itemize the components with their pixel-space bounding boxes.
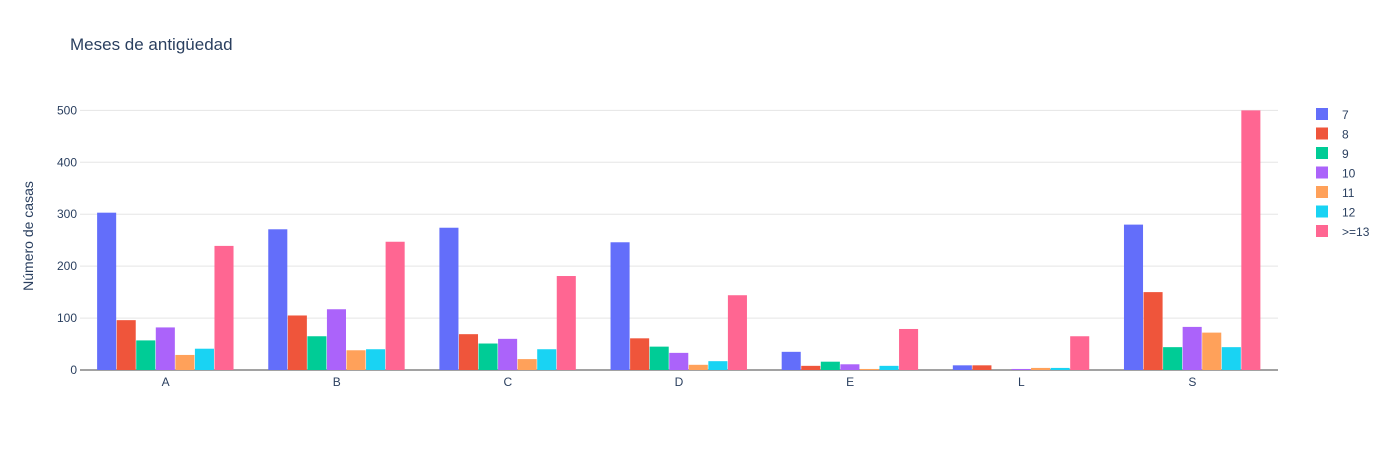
bar-C-8[interactable] bbox=[458, 334, 479, 370]
bar-C-7[interactable] bbox=[439, 227, 459, 370]
legend-swatch bbox=[1316, 166, 1328, 179]
y-tick-label: 300 bbox=[57, 207, 77, 221]
chart-title: Meses de antigüedad bbox=[70, 35, 233, 54]
legend-label: 11 bbox=[1342, 186, 1355, 200]
bar-E-11[interactable] bbox=[859, 368, 879, 370]
legend-label: 8 bbox=[1342, 128, 1349, 142]
bar-D-10[interactable] bbox=[669, 352, 689, 370]
y-tick-label: 0 bbox=[70, 363, 77, 377]
legend-item[interactable]: 11 bbox=[1316, 186, 1355, 200]
gridlines bbox=[80, 109, 1278, 371]
bar-B-8[interactable] bbox=[287, 315, 307, 370]
x-tick-label: S bbox=[1188, 375, 1196, 389]
legend-item[interactable]: 7 bbox=[1316, 108, 1349, 122]
y-tick-label: 500 bbox=[57, 103, 77, 117]
bar-L-gege13[interactable] bbox=[1070, 336, 1090, 370]
legend-swatch bbox=[1316, 205, 1328, 218]
bar-S-8[interactable] bbox=[1143, 292, 1163, 370]
bar-C-10[interactable] bbox=[498, 338, 518, 370]
y-tick-label: 200 bbox=[57, 259, 77, 273]
legend-label: 7 bbox=[1342, 108, 1349, 122]
bar-S-7[interactable] bbox=[1123, 224, 1144, 370]
legend-item[interactable]: >=13 bbox=[1316, 225, 1370, 239]
x-tick-label: E bbox=[846, 375, 854, 389]
bar-L-10[interactable] bbox=[1011, 368, 1031, 370]
bar-S-gege13[interactable] bbox=[1241, 110, 1261, 370]
bar-D-11[interactable] bbox=[688, 364, 708, 370]
bar-S-10[interactable] bbox=[1182, 326, 1202, 370]
x-tick-label: D bbox=[675, 375, 684, 389]
bar-B-12[interactable] bbox=[366, 349, 386, 370]
legend-swatch bbox=[1316, 127, 1328, 140]
bar-E-8[interactable] bbox=[801, 365, 821, 370]
bar-A-8[interactable] bbox=[116, 320, 136, 370]
bar-B-gege13[interactable] bbox=[385, 241, 405, 370]
bar-A-12[interactable] bbox=[194, 348, 214, 370]
bar-C-gege13[interactable] bbox=[556, 276, 576, 370]
legend-label: 10 bbox=[1342, 167, 1356, 181]
x-tick-label: B bbox=[333, 375, 341, 389]
bar-E-7[interactable] bbox=[781, 351, 801, 370]
bar-B-7[interactable] bbox=[268, 229, 288, 370]
y-tick-label: 400 bbox=[57, 155, 77, 169]
x-tick-label: A bbox=[162, 375, 170, 389]
legend-item[interactable]: 9 bbox=[1316, 147, 1349, 161]
bar-B-10[interactable] bbox=[326, 309, 346, 370]
bar-C-12[interactable] bbox=[537, 349, 557, 370]
legend-label: 9 bbox=[1342, 147, 1349, 161]
bar-A-gege13[interactable] bbox=[214, 245, 234, 370]
y-axis-title: Número de casas bbox=[20, 181, 36, 291]
bar-S-9[interactable] bbox=[1163, 347, 1183, 370]
bar-D-gege13[interactable] bbox=[727, 295, 747, 370]
bar-D-9[interactable] bbox=[649, 346, 669, 370]
bars bbox=[97, 110, 1261, 370]
y-tick-label: 100 bbox=[57, 311, 77, 325]
y-axis-ticks: 0 100 200 300 400 500 bbox=[57, 103, 77, 377]
bar-B-11[interactable] bbox=[346, 350, 366, 370]
x-tick-label: C bbox=[504, 375, 513, 389]
legend-swatch bbox=[1316, 225, 1328, 237]
bar-A-10[interactable] bbox=[155, 327, 175, 370]
legend-swatch bbox=[1316, 147, 1328, 159]
bar-L-7[interactable] bbox=[952, 365, 972, 370]
legend-label: 12 bbox=[1342, 206, 1356, 220]
bar-E-9[interactable] bbox=[820, 361, 840, 370]
bar-C-11[interactable] bbox=[517, 359, 537, 370]
bar-E-10[interactable] bbox=[840, 364, 860, 370]
bar-D-8[interactable] bbox=[630, 338, 650, 370]
bar-E-12[interactable] bbox=[879, 365, 899, 370]
bar-L-12[interactable] bbox=[1050, 367, 1070, 370]
legend-label: >=13 bbox=[1342, 225, 1370, 239]
bar-A-11[interactable] bbox=[175, 354, 195, 370]
x-tick-label: L bbox=[1018, 375, 1025, 389]
legend-item[interactable]: 10 bbox=[1316, 166, 1356, 181]
bar-L-8[interactable] bbox=[972, 365, 992, 370]
legend-item[interactable]: 8 bbox=[1316, 127, 1349, 142]
bar-D-7[interactable] bbox=[610, 242, 630, 370]
bar-L-11[interactable] bbox=[1031, 367, 1051, 370]
legend-item[interactable]: 12 bbox=[1316, 205, 1356, 220]
bar-C-9[interactable] bbox=[478, 343, 498, 370]
legend-swatch bbox=[1316, 108, 1328, 120]
bar-A-7[interactable] bbox=[97, 212, 117, 370]
bar-B-9[interactable] bbox=[307, 336, 327, 370]
bar-S-11[interactable] bbox=[1202, 332, 1222, 370]
legend-swatch bbox=[1316, 186, 1328, 198]
legend[interactable]: 7 8 9 10 11 12 >=13 bbox=[1316, 108, 1370, 239]
bar-A-9[interactable] bbox=[136, 340, 156, 370]
bar-S-12[interactable] bbox=[1221, 347, 1241, 370]
bar-E-gege13[interactable] bbox=[899, 328, 919, 370]
bar-D-12[interactable] bbox=[708, 361, 728, 370]
